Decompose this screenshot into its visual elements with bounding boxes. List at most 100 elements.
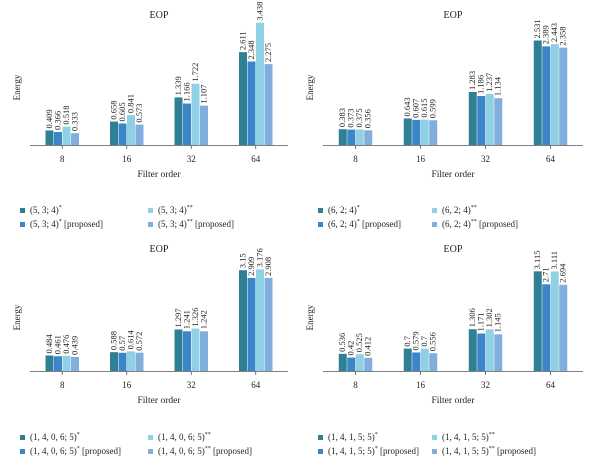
x-tick-label: 64 — [251, 380, 261, 390]
data-label: 2.909 — [246, 257, 256, 276]
x-axis-label: Filter order — [137, 170, 181, 180]
x-tick-label: 32 — [187, 380, 196, 390]
data-label: 0.57 — [117, 336, 127, 351]
legend-label: (5, 3; 4)* — [30, 205, 62, 215]
legend-swatch — [148, 449, 153, 454]
bar — [550, 271, 559, 371]
data-label: 3.115 — [532, 251, 542, 270]
y-axis-label: Energy — [305, 304, 315, 330]
legend-label-suffix: [proposed] — [192, 219, 234, 229]
bar — [559, 284, 568, 371]
legend-label-sup: * — [58, 205, 62, 211]
legend-label-sup: ** — [470, 219, 477, 225]
bar — [355, 129, 364, 145]
legend-label: (6, 2; 4)** [proposed] — [442, 219, 518, 229]
legend-label-base: (1, 4, 0, 6; 5) — [30, 432, 77, 442]
bar — [135, 352, 144, 371]
legend-swatch — [20, 222, 25, 227]
data-label: 0.573 — [134, 104, 144, 123]
x-axis-label: Filter order — [431, 170, 475, 180]
data-label: 2.389 — [541, 25, 551, 44]
bar — [239, 270, 247, 371]
x-axis-label: Filter order — [137, 396, 181, 406]
legend-item: (6, 2; 4)** [proposed] — [432, 219, 518, 229]
data-label: 2.71 — [541, 267, 551, 282]
bar — [45, 355, 54, 371]
legend-label: (1, 4, 0, 6; 5)** — [158, 432, 211, 442]
data-label: 0.476 — [61, 335, 71, 354]
bar — [542, 284, 551, 371]
bar — [264, 277, 273, 371]
data-label: 1.283 — [467, 71, 477, 90]
bar — [494, 98, 503, 145]
bar — [200, 331, 208, 371]
legend-label-sup: ** — [488, 432, 495, 438]
data-label: 0.643 — [402, 97, 412, 116]
legend-item: (1, 4, 0, 6; 5)* — [20, 432, 80, 442]
data-label: 0.461 — [53, 335, 63, 354]
legend-label-sup: * — [374, 432, 378, 438]
bar — [71, 356, 79, 371]
bar — [429, 353, 438, 371]
bar — [71, 133, 79, 145]
data-label: 0.579 — [411, 331, 421, 350]
data-label: 1.241 — [182, 310, 192, 329]
legend-label-base: (5, 3; 4) — [30, 219, 59, 229]
legend-swatch — [148, 435, 153, 440]
bar — [239, 52, 247, 145]
bar — [364, 130, 373, 145]
legend-label-suffix: [proposed] — [359, 219, 401, 229]
data-label: 1.134 — [493, 76, 503, 96]
bar — [412, 352, 421, 371]
data-label: 0.556 — [428, 332, 438, 351]
data-label: 1.297 — [173, 308, 183, 327]
data-label: 0.7 — [419, 336, 429, 347]
data-label: 1.302 — [484, 308, 494, 327]
x-tick-label: 8 — [60, 380, 65, 390]
data-label: 0.536 — [337, 333, 347, 352]
bar — [127, 351, 135, 371]
data-label: 3.111 — [549, 251, 559, 270]
legend-label-base: (1, 4, 0, 6; 5) — [158, 432, 205, 442]
y-axis-label: Energy — [305, 74, 315, 100]
legend-label-base: (1, 4, 0, 6; 5) — [30, 446, 77, 456]
data-label: 0.409 — [44, 109, 54, 128]
data-label: 0.7 — [402, 336, 412, 347]
legend-item: (1, 4, 0, 6; 5)* [proposed] — [20, 446, 121, 456]
data-label: 1.145 — [493, 313, 503, 332]
bar — [338, 129, 347, 145]
bar — [183, 103, 191, 145]
legend-label: (5, 3; 4)* [proposed] — [30, 219, 103, 229]
data-label: 1.306 — [467, 308, 477, 327]
bar — [420, 348, 429, 371]
x-tick-label: 32 — [187, 154, 196, 164]
legend-label-sup: * — [356, 205, 360, 211]
legend-item: (1, 4, 1, 5; 5)* — [318, 432, 378, 442]
chart-panel-3: EOPEnergy80.4840.4610.4760.439160.5880.5… — [12, 244, 288, 406]
data-label: 2.358 — [558, 27, 568, 46]
bar — [485, 329, 494, 371]
x-tick-label: 8 — [353, 380, 358, 390]
bar — [110, 352, 118, 371]
bar — [62, 126, 71, 145]
bar — [485, 93, 494, 145]
data-label: 2.611 — [238, 31, 248, 50]
y-axis-label: Energy — [12, 74, 22, 100]
x-tick-label: 8 — [353, 154, 358, 164]
data-label: 0.599 — [428, 99, 438, 118]
legend-label: (1, 4, 1, 5; 5)** [proposed] — [442, 446, 536, 456]
legend-label-base: (1, 4, 1, 5; 5) — [328, 432, 375, 442]
data-label: 0.356 — [363, 109, 373, 128]
data-label: 0.658 — [109, 100, 119, 119]
data-label: 0.841 — [126, 94, 136, 113]
legend-swatch — [148, 208, 153, 213]
x-tick-label: 32 — [481, 154, 490, 164]
legend-item: (6, 2; 4)** — [432, 205, 477, 215]
legend-label: (5, 3; 4)** — [158, 205, 193, 215]
legend-item: (6, 2; 4)* [proposed] — [318, 219, 401, 229]
data-label: 2.348 — [246, 40, 256, 59]
legend-swatch — [432, 435, 437, 440]
bar — [550, 44, 559, 145]
data-label: 1.171 — [476, 312, 486, 331]
